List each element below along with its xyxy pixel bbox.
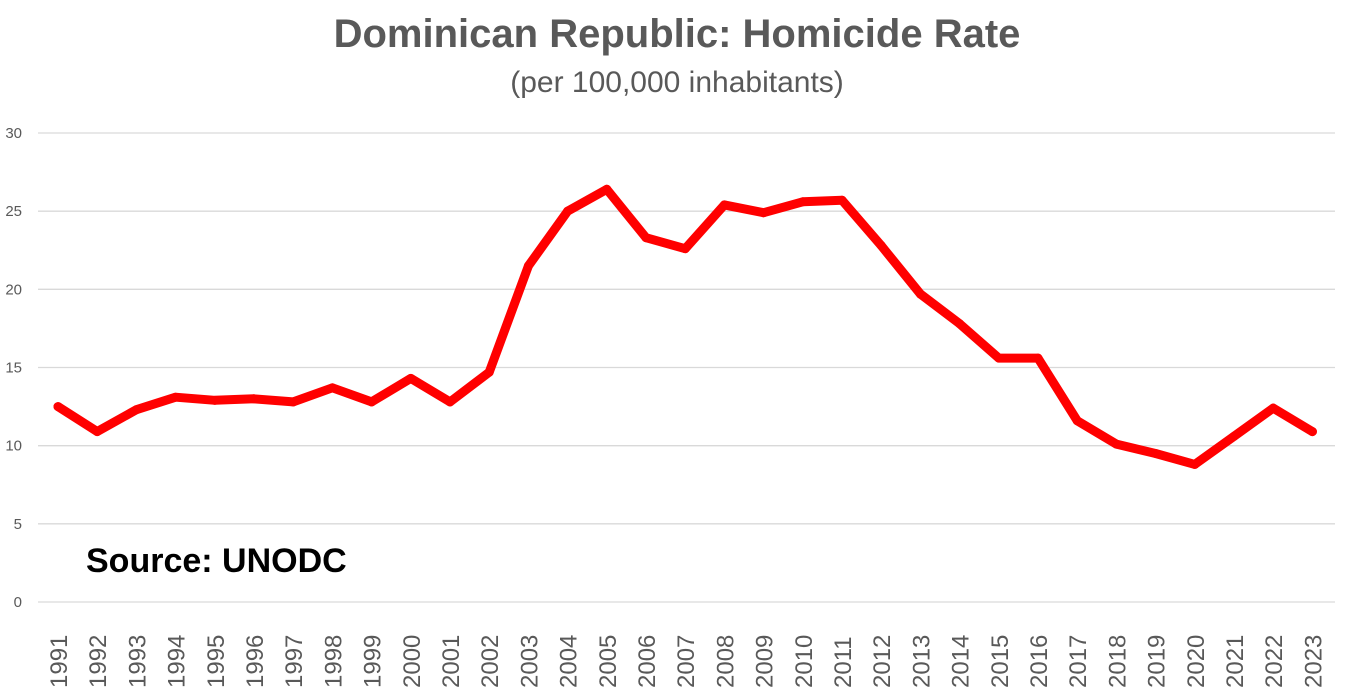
x-tick-label: 2000 — [399, 635, 426, 688]
x-tick-label: 2018 — [1104, 635, 1131, 688]
x-tick-label: 1995 — [203, 635, 230, 688]
x-tick-label: 2016 — [1026, 635, 1053, 688]
x-tick-label: 2001 — [438, 635, 465, 688]
x-tick-label: 1993 — [124, 635, 151, 688]
data-point-2017 — [1072, 416, 1082, 426]
data-point-1997 — [288, 397, 298, 407]
data-point-2019 — [1151, 448, 1161, 458]
chart-title: Dominican Republic: Homicide Rate — [333, 12, 1021, 56]
x-tick-label: 2022 — [1261, 635, 1288, 688]
data-point-2011 — [837, 195, 847, 205]
y-tick-label: 10 — [5, 438, 22, 455]
data-point-2012 — [876, 241, 886, 251]
data-point-2022 — [1268, 403, 1278, 413]
x-tick-label: 2004 — [556, 635, 583, 688]
data-point-1999 — [367, 397, 377, 407]
x-tick-label: 1998 — [320, 635, 347, 688]
data-point-1993 — [131, 405, 141, 415]
data-point-2014 — [955, 319, 965, 329]
y-tick-label: 25 — [5, 203, 22, 220]
x-tick-label: 1999 — [360, 635, 387, 688]
data-point-2006 — [641, 233, 651, 243]
y-tick-label: 0 — [14, 594, 22, 611]
data-point-2013 — [915, 289, 925, 299]
data-point-1995 — [210, 395, 220, 405]
data-point-1994 — [171, 392, 181, 402]
x-tick-label: 2012 — [869, 635, 896, 688]
y-axis-tick-labels: 0 5 10 15 20 25 30 — [5, 125, 22, 611]
x-tick-label: 2014 — [948, 635, 975, 688]
gridlines — [38, 132, 1335, 603]
x-tick-label: 2011 — [830, 636, 857, 688]
x-tick-label: 2009 — [752, 635, 779, 688]
x-tick-label: 2023 — [1300, 635, 1327, 688]
y-tick-label: 15 — [5, 360, 22, 377]
x-tick-label: 2008 — [712, 635, 739, 688]
data-point-1996 — [249, 394, 259, 404]
x-tick-label: 1997 — [281, 635, 308, 688]
data-point-2004 — [563, 206, 573, 216]
x-tick-label: 2021 — [1222, 635, 1249, 688]
y-tick-label: 30 — [5, 125, 22, 142]
x-tick-label: 2010 — [791, 635, 818, 688]
data-point-2007 — [680, 244, 690, 254]
x-tick-label: 2017 — [1065, 635, 1092, 688]
x-tick-label: 1996 — [242, 635, 269, 688]
data-point-1992 — [92, 427, 102, 437]
x-tick-label: 2019 — [1144, 635, 1171, 688]
data-point-2000 — [406, 373, 416, 383]
x-tick-label: 1991 — [46, 635, 73, 688]
data-point-2023 — [1307, 427, 1317, 437]
data-point-2018 — [1111, 439, 1121, 449]
data-point-2020 — [1190, 459, 1200, 469]
chart-subtitle: (per 100,000 inhabitants) — [510, 66, 844, 99]
data-point-2010 — [798, 197, 808, 207]
x-tick-label: 1994 — [164, 635, 191, 688]
data-point-1998 — [327, 383, 337, 393]
data-point-2005 — [602, 184, 612, 194]
x-tick-label: 2006 — [634, 635, 661, 688]
data-point-2009 — [759, 208, 769, 218]
source-note: Source: UNODC — [86, 542, 347, 580]
x-tick-label: 2015 — [987, 635, 1014, 688]
data-point-1991 — [53, 402, 63, 412]
x-tick-label: 2003 — [516, 635, 543, 688]
y-tick-label: 20 — [5, 281, 22, 298]
data-point-2016 — [1033, 353, 1043, 363]
data-point-2002 — [484, 367, 494, 377]
data-point-2015 — [994, 353, 1004, 363]
x-axis-tick-labels: 1991 1992 1993 1994 1995 1996 1997 1998 1999 2000… — [46, 635, 1327, 688]
x-tick-label: 2020 — [1183, 635, 1210, 688]
data-point-2003 — [523, 261, 533, 271]
data-point-2008 — [719, 200, 729, 210]
series-lines — [53, 184, 1317, 469]
series-line-homicide-rate — [53, 184, 1317, 469]
data-point-2021 — [1229, 431, 1239, 441]
x-tick-label: 1992 — [85, 635, 112, 688]
x-tick-label: 2007 — [673, 635, 700, 688]
y-tick-label: 5 — [14, 516, 22, 533]
x-tick-label: 2013 — [908, 635, 935, 688]
data-point-2001 — [445, 397, 455, 407]
x-tick-label: 2005 — [595, 635, 622, 688]
x-tick-label: 2002 — [477, 635, 504, 688]
